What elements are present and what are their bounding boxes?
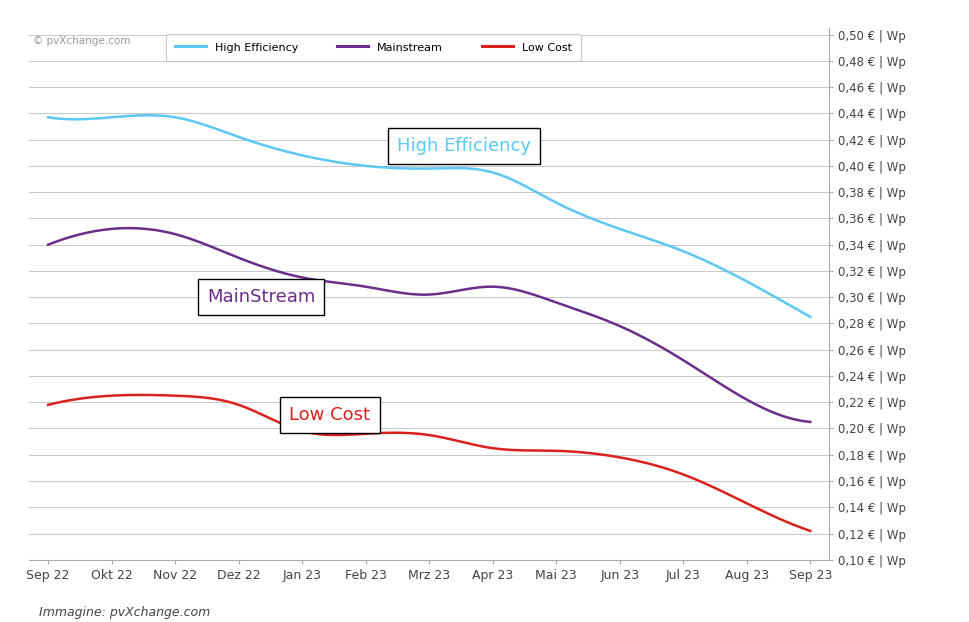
Text: MainStream: MainStream bbox=[206, 288, 315, 306]
Legend: High Efficiency, Mainstream, Low Cost: High Efficiency, Mainstream, Low Cost bbox=[166, 34, 580, 62]
Text: Low Cost: Low Cost bbox=[289, 406, 370, 424]
Text: Immagine: pvXchange.com: Immagine: pvXchange.com bbox=[39, 606, 210, 619]
Text: High Efficiency: High Efficiency bbox=[397, 137, 531, 155]
Text: © pvXchange.com: © pvXchange.com bbox=[33, 36, 131, 46]
